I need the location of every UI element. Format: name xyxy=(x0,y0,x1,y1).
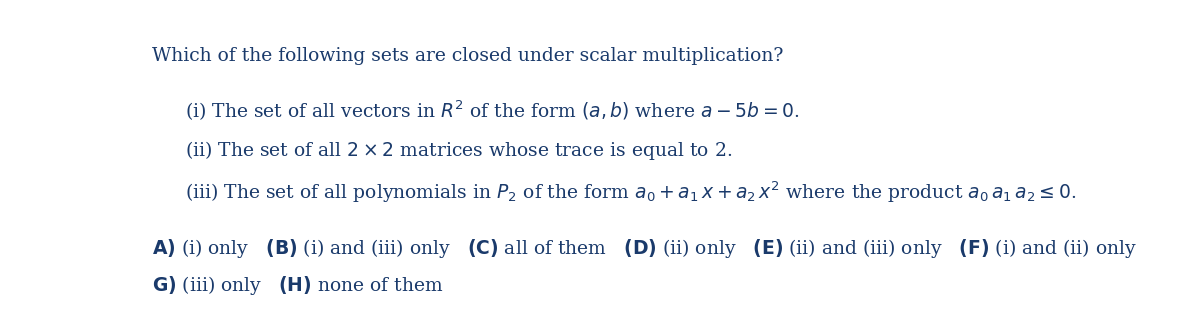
Text: (i) The set of all vectors in $R^2$ of the form $(a, b)$ where $a - 5b = 0$.: (i) The set of all vectors in $R^2$ of t… xyxy=(186,99,800,124)
Text: $\mathbf{A)}$ (i) only   $\mathbf{(B)}$ (i) and (iii) only   $\mathbf{(C)}$ all : $\mathbf{A)}$ (i) only $\mathbf{(B)}$ (i… xyxy=(152,237,1137,260)
Text: (iii) The set of all polynomials in $P_2$ of the form $a_0 + a_1\, x + a_2\, x^2: (iii) The set of all polynomials in $P_2… xyxy=(186,179,1077,205)
Text: Which of the following sets are closed under scalar multiplication?: Which of the following sets are closed u… xyxy=(152,46,783,64)
Text: (ii) The set of all $2 \times 2$ matrices whose trace is equal to 2.: (ii) The set of all $2 \times 2$ matrice… xyxy=(186,139,733,162)
Text: $\mathbf{G)}$ (iii) only   $\mathbf{(H)}$ none of them: $\mathbf{G)}$ (iii) only $\mathbf{(H)}$ … xyxy=(152,274,444,297)
